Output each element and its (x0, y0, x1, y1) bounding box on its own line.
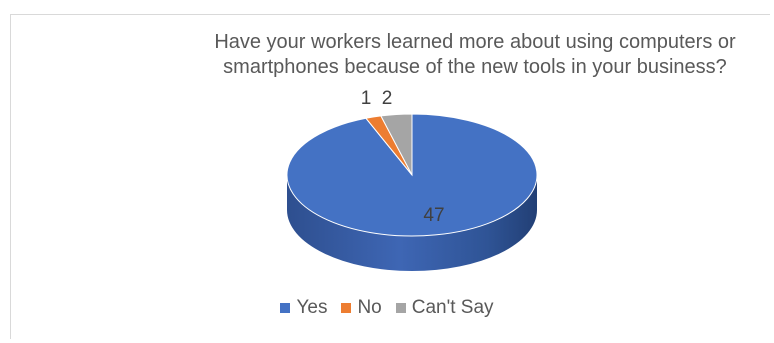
data-label-no: 1 (361, 88, 372, 109)
legend-label-no: No (357, 297, 382, 318)
chart-title: Have your workers learned more about usi… (170, 30, 774, 80)
legend-label-yes: Yes (296, 297, 328, 318)
chart-title-line-1: Have your workers learned more about usi… (214, 31, 736, 53)
legend-swatch-yes (280, 303, 291, 313)
legend-item-no: No (341, 297, 382, 319)
pie-slice-yes (286, 113, 538, 237)
legend-item-yes: Yes (280, 297, 327, 319)
chart-area (10, 14, 770, 339)
data-label-yes: 47 (423, 205, 444, 226)
chart-title-line-2: smartphones because of the new tools in … (223, 56, 727, 78)
chart-legend: Yes No Can't Say (0, 297, 774, 319)
pie-slice-can-t-say (380, 113, 413, 176)
legend-swatch-no (341, 303, 352, 313)
pie-slices: 47 1 2 (286, 88, 538, 271)
data-label-can-t-say: 2 (382, 88, 393, 109)
pie-side-wall (287, 175, 537, 271)
legend-label-cant-say: Can't Say (411, 297, 494, 318)
legend-item-cant-say: Can't Say (395, 297, 494, 319)
legend-swatch-cant-say (395, 303, 406, 313)
